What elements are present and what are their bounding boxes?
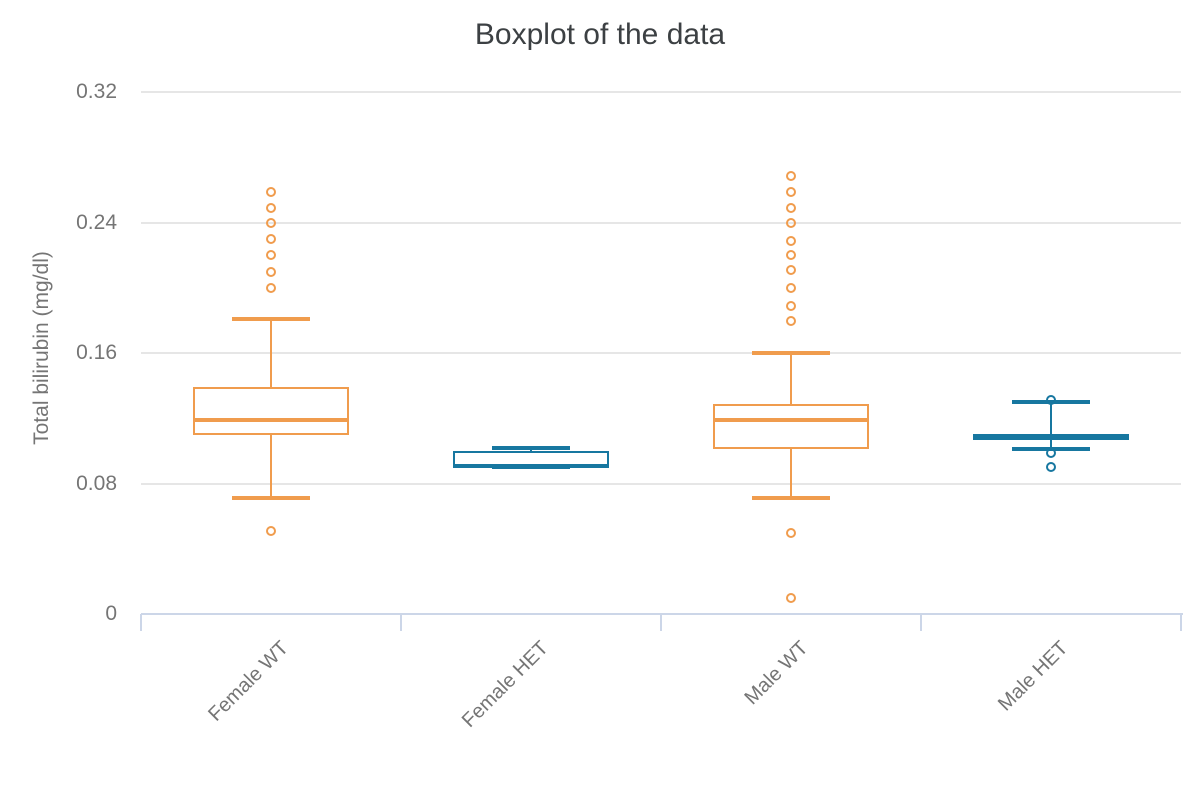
outlier-point-male-het[interactable] bbox=[1046, 395, 1056, 406]
outlier-point-female-wt[interactable] bbox=[266, 234, 276, 245]
y-tick-label-0.16: 0.16 bbox=[76, 341, 117, 365]
box-female-wt[interactable] bbox=[193, 387, 349, 435]
outlier-point-male-wt[interactable] bbox=[786, 265, 796, 276]
box-male-wt[interactable] bbox=[713, 403, 869, 450]
outlier-point-female-wt[interactable] bbox=[266, 203, 276, 214]
x-tick-mark bbox=[920, 614, 922, 631]
outlier-point-female-wt[interactable] bbox=[266, 186, 276, 197]
outlier-point-male-het[interactable] bbox=[1046, 447, 1056, 458]
outlier-point-male-wt[interactable] bbox=[786, 170, 796, 181]
whisker-cap-low-female-het bbox=[492, 465, 570, 470]
outlier-point-male-wt[interactable] bbox=[786, 186, 796, 197]
gridline-0.24 bbox=[141, 221, 1181, 224]
outlier-point-male-wt[interactable] bbox=[786, 592, 796, 603]
y-tick-label-0.32: 0.32 bbox=[76, 80, 117, 104]
outlier-point-male-wt[interactable] bbox=[786, 527, 796, 538]
outlier-point-male-wt[interactable] bbox=[786, 283, 796, 293]
gridline-0.32 bbox=[141, 91, 1181, 94]
x-tick-mark bbox=[400, 614, 402, 631]
whisker-cap-low-female-wt bbox=[232, 496, 310, 501]
x-axis-label-male-wt: Male WT bbox=[740, 637, 813, 710]
outlier-point-female-wt[interactable] bbox=[266, 525, 276, 536]
outlier-point-female-wt[interactable] bbox=[266, 250, 276, 261]
outlier-point-male-wt[interactable] bbox=[786, 203, 796, 214]
outlier-point-male-het[interactable] bbox=[1046, 462, 1056, 473]
outlier-point-male-wt[interactable] bbox=[786, 315, 796, 326]
x-axis-line bbox=[141, 613, 1183, 615]
x-axis-label-female-wt: Female WT bbox=[203, 637, 293, 726]
median-female-wt[interactable] bbox=[193, 418, 349, 423]
outlier-point-female-wt[interactable] bbox=[266, 266, 276, 277]
x-axis-label-male-het: Male HET bbox=[994, 637, 1073, 716]
whisker-male-het bbox=[1050, 402, 1052, 450]
chart-title: Boxplot of the data bbox=[474, 18, 726, 51]
whisker-cap-low-male-wt bbox=[752, 496, 830, 501]
y-tick-label-0.24: 0.24 bbox=[76, 210, 117, 234]
outlier-point-male-wt[interactable] bbox=[786, 235, 796, 246]
outlier-point-male-wt[interactable] bbox=[786, 300, 796, 311]
x-axis-label-female-het: Female HET bbox=[457, 637, 553, 732]
whisker-cap-high-female-het bbox=[492, 445, 570, 450]
x-tick-mark bbox=[660, 614, 662, 631]
gridline-0.08 bbox=[141, 482, 1181, 485]
median-male-het[interactable] bbox=[973, 434, 1129, 439]
gridline-0.16 bbox=[141, 352, 1181, 355]
outlier-point-male-wt[interactable] bbox=[786, 217, 796, 228]
whisker-cap-high-male-wt bbox=[752, 351, 830, 356]
outlier-point-female-wt[interactable] bbox=[266, 283, 276, 293]
whisker-cap-high-female-wt bbox=[232, 316, 310, 321]
x-tick-mark bbox=[1180, 614, 1182, 631]
outlier-point-male-wt[interactable] bbox=[786, 250, 796, 261]
outlier-point-female-wt[interactable] bbox=[266, 217, 276, 228]
x-tick-mark bbox=[140, 614, 142, 631]
median-male-wt[interactable] bbox=[713, 418, 869, 423]
y-tick-label-0.08: 0.08 bbox=[76, 471, 117, 495]
y-tick-label-0: 0 bbox=[105, 602, 117, 625]
